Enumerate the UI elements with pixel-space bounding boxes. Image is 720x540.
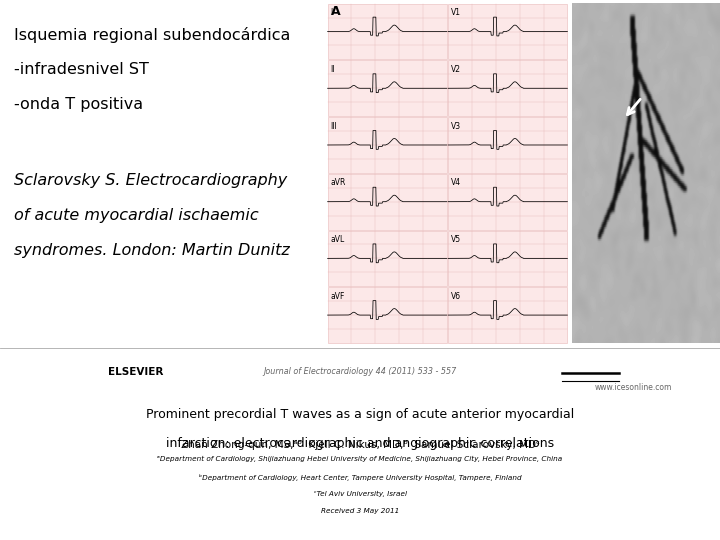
Text: III: III	[330, 122, 337, 131]
Text: Zhan Zhong-qun, MS,ᵃᵇ  Kjell C. Nikus, MD,ᵇ  Samuel Sclarovsky, MDᶜ: Zhan Zhong-qun, MS,ᵃᵇ Kjell C. Nikus, MD…	[181, 440, 539, 450]
Text: ᵃDepartment of Cardiology, Shijiazhuang Hebei University of Medicine, Shijiazhua: ᵃDepartment of Cardiology, Shijiazhuang …	[158, 456, 562, 462]
Text: www.icesonline.com: www.icesonline.com	[595, 383, 672, 393]
Text: Journal of Electrocardiology 44 (2011) 533 - 557: Journal of Electrocardiology 44 (2011) 5…	[264, 367, 456, 376]
Text: -onda T positiva: -onda T positiva	[14, 97, 143, 112]
Bar	[448, 174, 567, 230]
Text: V5: V5	[451, 235, 462, 244]
Text: aVF: aVF	[330, 292, 345, 301]
Bar	[328, 4, 446, 59]
Text: Received 3 May 2011: Received 3 May 2011	[321, 508, 399, 514]
Bar	[448, 231, 567, 286]
Text: Sclarovsky S. Electrocardiography: Sclarovsky S. Electrocardiography	[14, 173, 288, 188]
Text: Isquemia regional subendocárdica: Isquemia regional subendocárdica	[14, 27, 291, 43]
Bar	[448, 117, 567, 173]
Text: V2: V2	[451, 65, 461, 74]
Text: A: A	[331, 5, 341, 18]
Text: Prominent precordial T waves as a sign of acute anterior myocardial: Prominent precordial T waves as a sign o…	[146, 408, 574, 421]
Text: aVR: aVR	[330, 178, 346, 187]
Bar	[448, 60, 567, 116]
Bar	[328, 287, 446, 343]
Bar	[448, 287, 567, 343]
Text: V1: V1	[451, 8, 461, 17]
Bar	[328, 174, 446, 230]
Text: I: I	[330, 8, 333, 17]
Text: ᶜTel Aviv University, Israel: ᶜTel Aviv University, Israel	[313, 491, 407, 497]
Text: aVL: aVL	[330, 235, 345, 244]
Text: of acute myocardial ischaemic: of acute myocardial ischaemic	[14, 208, 259, 223]
Text: II: II	[330, 65, 335, 74]
Text: B: B	[576, 5, 585, 18]
Text: ELSEVIER: ELSEVIER	[108, 367, 163, 377]
Text: -infradesnivel ST: -infradesnivel ST	[14, 62, 149, 77]
Bar	[328, 231, 446, 286]
Text: V6: V6	[451, 292, 462, 301]
Text: V3: V3	[451, 122, 462, 131]
Text: V4: V4	[451, 178, 462, 187]
Bar	[328, 60, 446, 116]
Bar	[328, 117, 446, 173]
Text: syndromes. London: Martin Dunitz: syndromes. London: Martin Dunitz	[14, 243, 290, 258]
Text: infarction: electrocardiographic and angiographic correlations: infarction: electrocardiographic and ang…	[166, 437, 554, 450]
Text: ᵇDepartment of Cardiology, Heart Center, Tampere University Hospital, Tampere, F: ᵇDepartment of Cardiology, Heart Center,…	[199, 474, 521, 481]
Bar	[448, 4, 567, 59]
